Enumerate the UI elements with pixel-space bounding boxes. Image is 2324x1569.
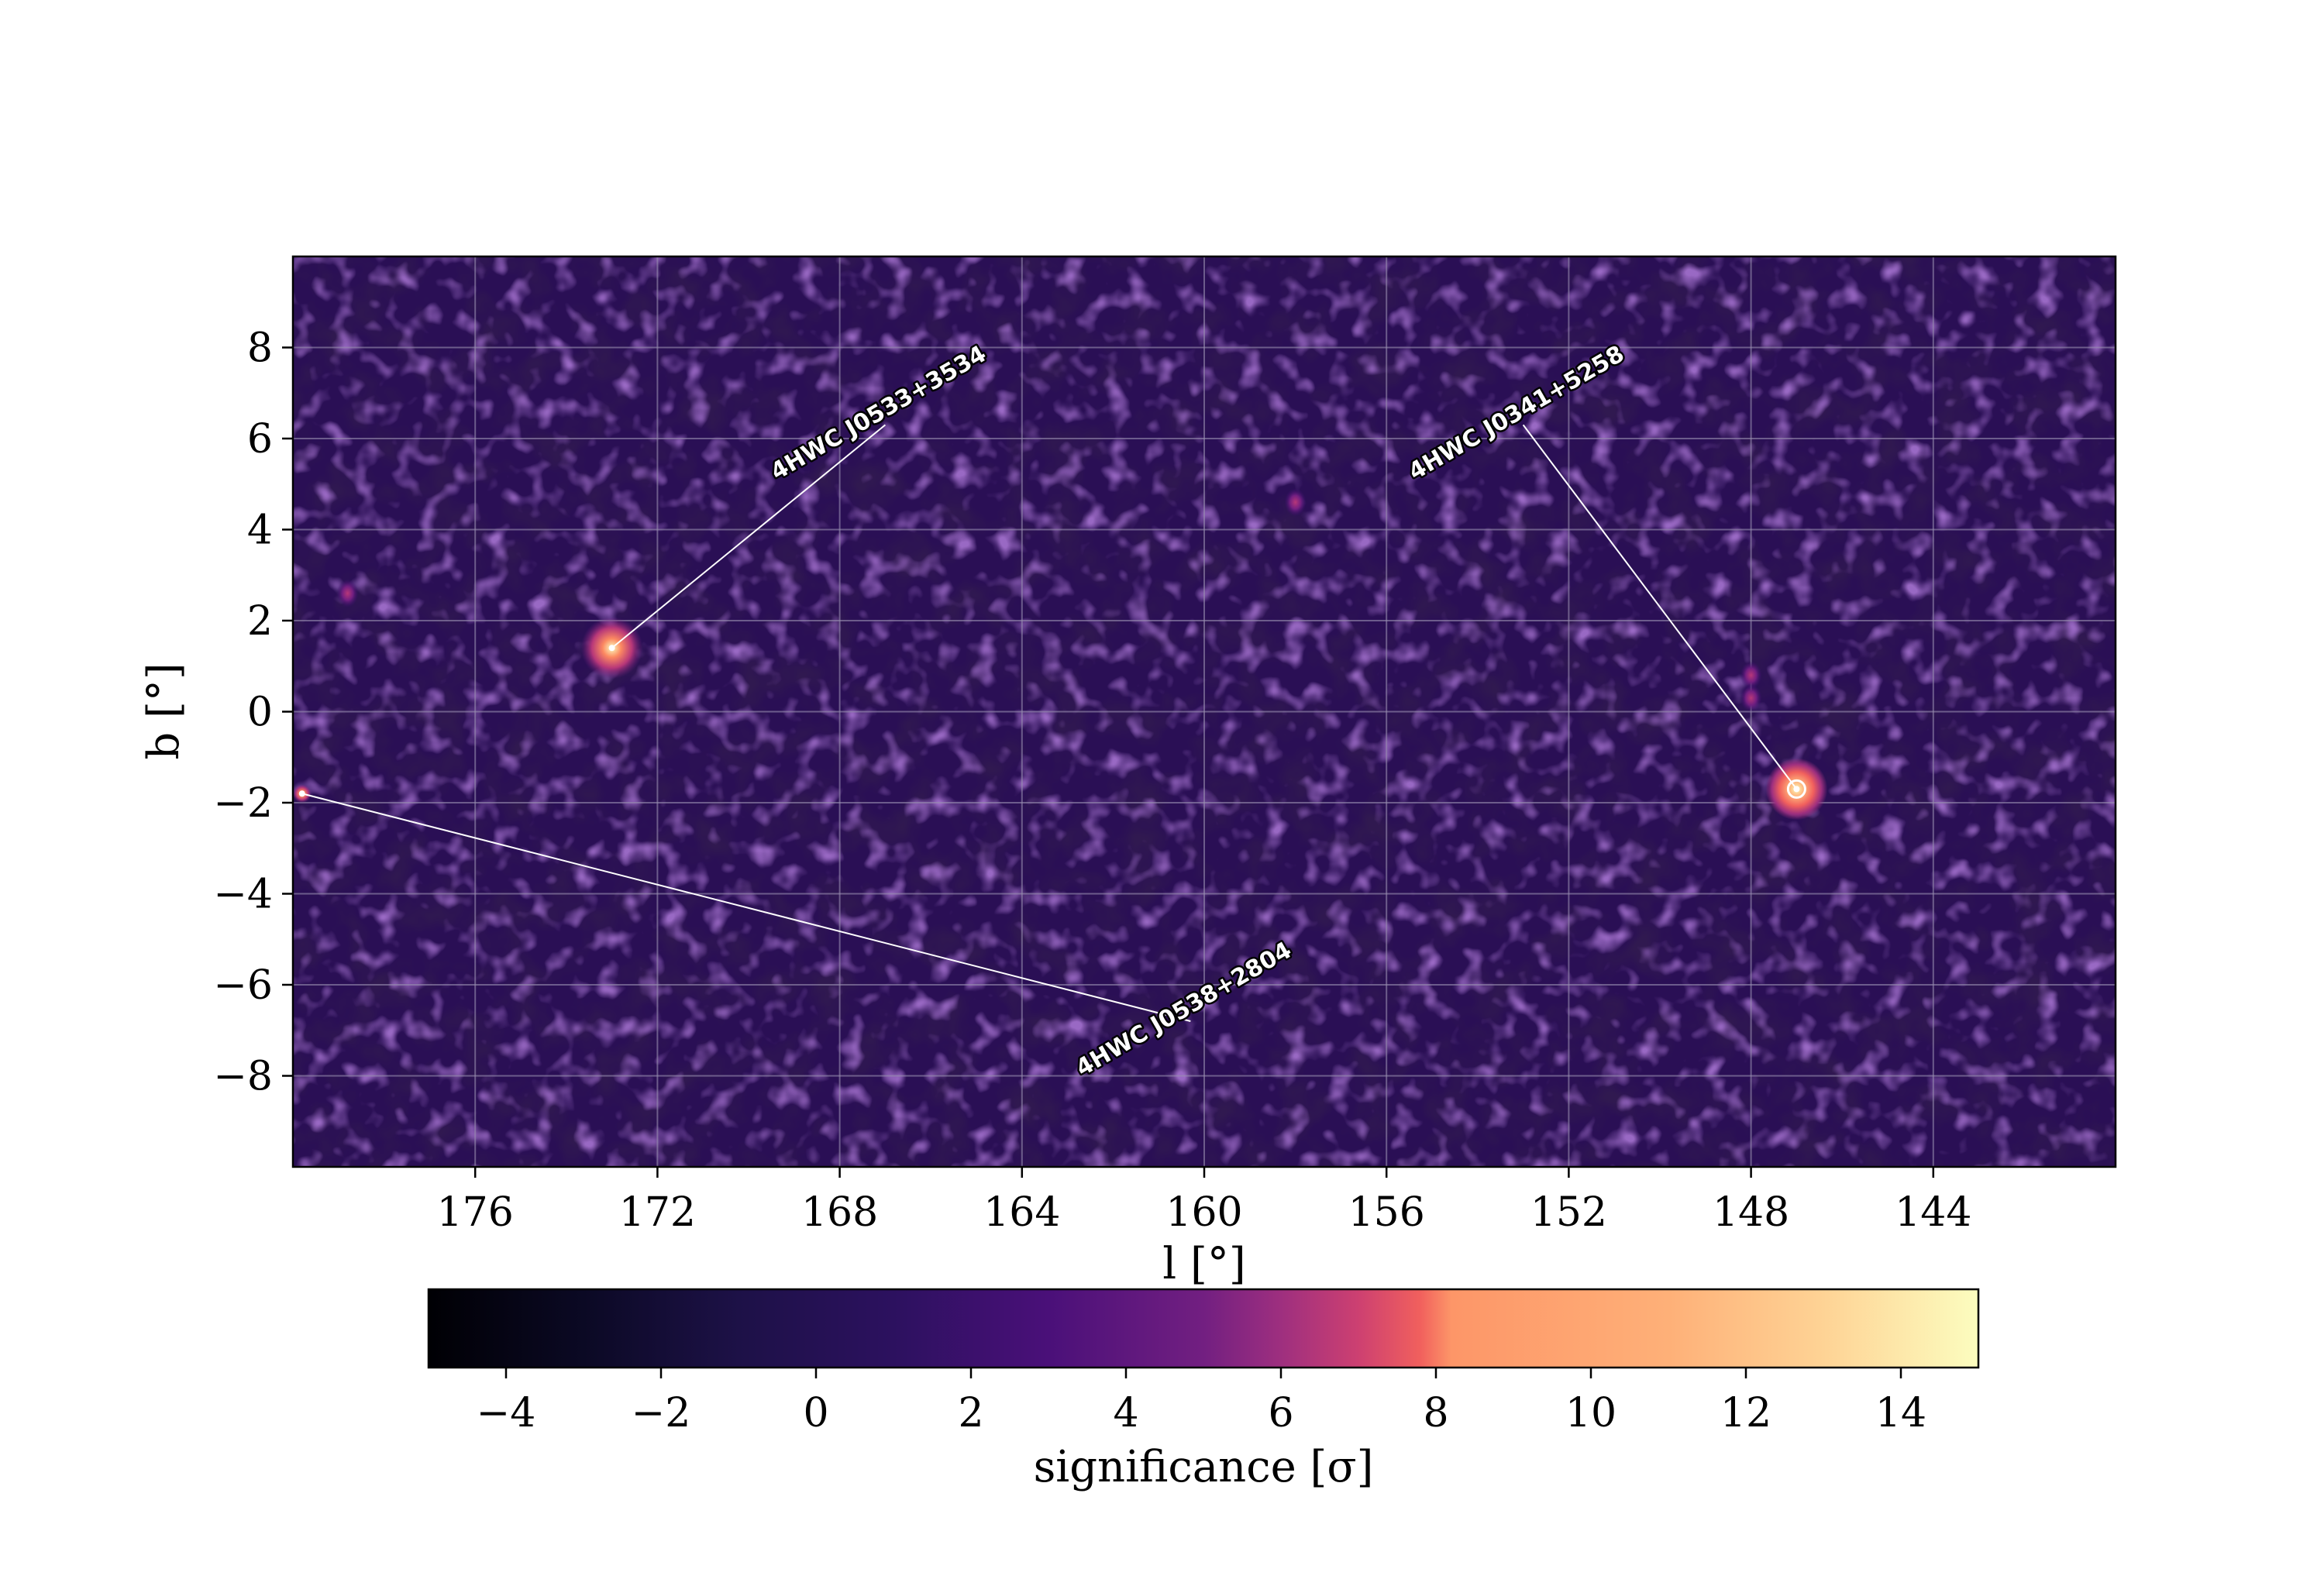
colorbar-tick-label: 10 xyxy=(1565,1390,1616,1437)
y-axis-label: b [°] xyxy=(139,662,189,759)
colorbar-tick-label: 4 xyxy=(1113,1390,1138,1437)
x-tick-label: 156 xyxy=(1348,1189,1425,1236)
source-marker xyxy=(608,645,615,652)
grid-lines xyxy=(293,256,2116,1167)
y-tick-label: −6 xyxy=(213,962,273,1009)
x-axis-label: l [°] xyxy=(1162,1239,1245,1289)
faint-spot xyxy=(336,579,359,607)
colorbar-label: significance [σ] xyxy=(1034,1442,1374,1492)
colorbar-ticks: −4 −2 0 2 4 6 8 10 12 14 xyxy=(477,1368,1926,1437)
colorbar-tick-label: 6 xyxy=(1268,1390,1293,1437)
y-tick-label: −8 xyxy=(213,1054,273,1100)
x-tick-label: 148 xyxy=(1713,1189,1789,1236)
annotation-leaders xyxy=(298,424,1800,1022)
faint-spot xyxy=(1740,683,1762,712)
x-tick-label: 164 xyxy=(983,1189,1060,1236)
x-tick-label: 160 xyxy=(1165,1189,1242,1236)
source-contour xyxy=(1786,779,1806,799)
y-tick-label: 4 xyxy=(247,508,273,554)
y-tick-label: 2 xyxy=(247,598,273,645)
colorbar-tick-label: 14 xyxy=(1875,1390,1926,1437)
colorbar-tick-label: 0 xyxy=(803,1390,828,1437)
faint-spot xyxy=(1284,488,1307,517)
source-marker xyxy=(298,790,305,797)
colorbar-tick-label: 12 xyxy=(1720,1390,1771,1437)
leader-line xyxy=(301,793,1191,1022)
y-tick-label: 8 xyxy=(247,325,273,372)
y-tick-label: −4 xyxy=(213,872,273,918)
y-tick-label: 6 xyxy=(247,416,273,463)
colorbar-tick-label: 2 xyxy=(958,1390,983,1437)
x-tick-label: 152 xyxy=(1530,1189,1607,1236)
y-tick-label: 0 xyxy=(247,690,273,736)
source-marker xyxy=(1793,786,1800,793)
colorbar-tick-label: −2 xyxy=(632,1390,691,1437)
map-spots xyxy=(293,488,1828,821)
leader-line xyxy=(1522,424,1798,790)
x-tick-label: 172 xyxy=(619,1189,696,1236)
x-tick-label: 168 xyxy=(801,1189,878,1236)
colorbar xyxy=(427,1288,1980,1369)
x-tick-label: 176 xyxy=(437,1189,514,1236)
y-tick-label: −2 xyxy=(213,780,273,827)
colorbar-tick-label: −4 xyxy=(477,1390,536,1437)
colorbar-tick-label: 8 xyxy=(1423,1390,1448,1437)
y-axis-ticks: 8 6 4 2 0 −2 −4 −6 −8 xyxy=(213,325,293,1100)
x-axis-ticks: 176 172 168 164 160 156 152 148 144 xyxy=(437,1167,1971,1236)
leader-line xyxy=(611,424,887,649)
faint-spot xyxy=(1740,661,1762,690)
x-tick-label: 144 xyxy=(1895,1189,1971,1236)
